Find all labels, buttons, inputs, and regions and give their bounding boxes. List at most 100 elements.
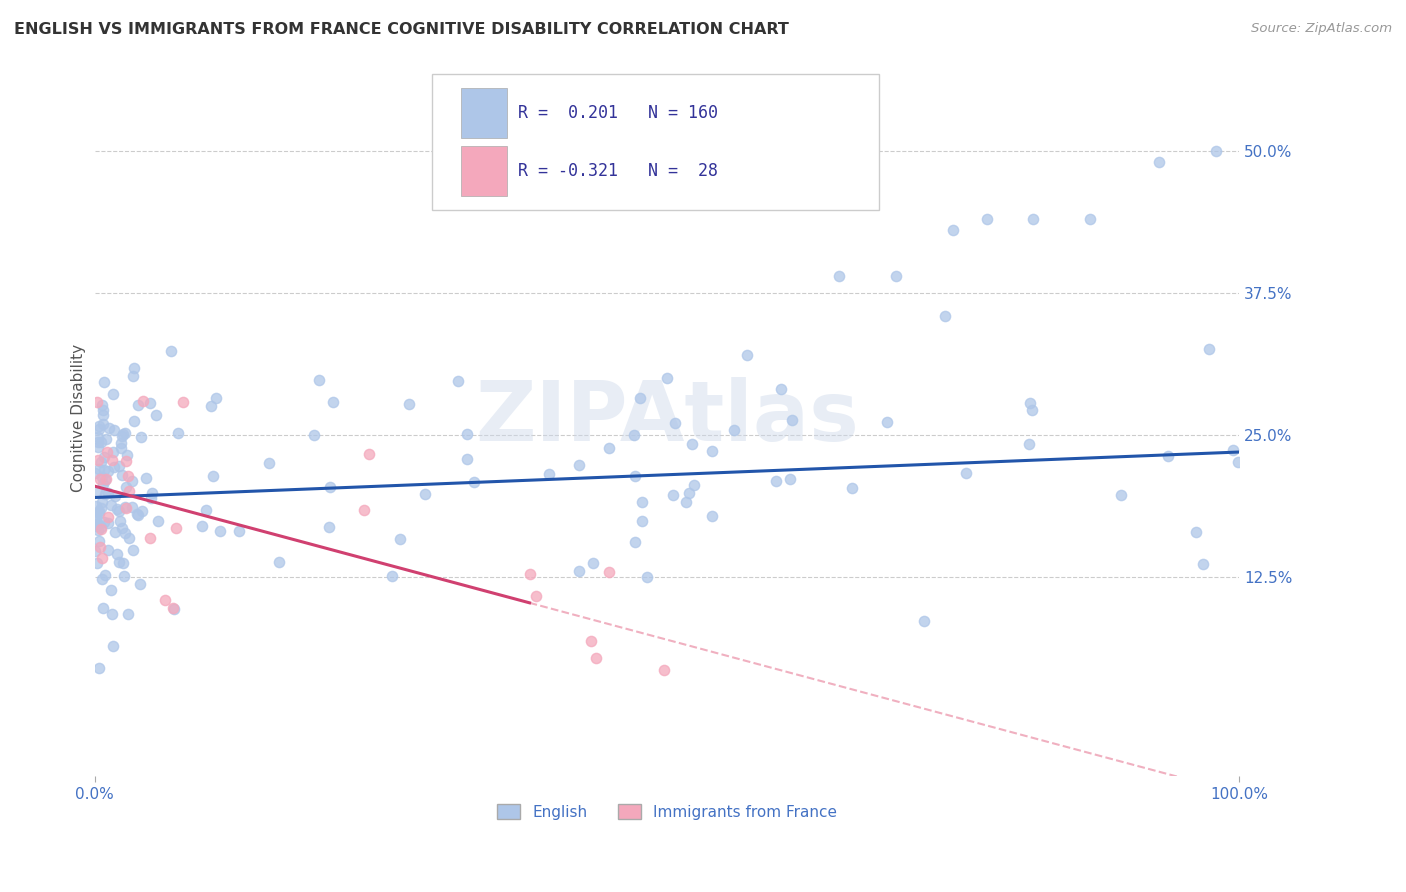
Point bbox=[319, 480, 342, 494]
Point bbox=[103, 423, 125, 437]
Point bbox=[121, 474, 143, 488]
Point bbox=[87, 523, 110, 537]
Point bbox=[89, 540, 111, 554]
Point bbox=[101, 444, 124, 458]
Point bbox=[87, 422, 110, 436]
Point bbox=[202, 468, 225, 483]
Point bbox=[779, 472, 801, 486]
Text: R = -0.321   N =  28: R = -0.321 N = 28 bbox=[517, 161, 718, 179]
Point bbox=[628, 391, 651, 405]
Point bbox=[1080, 211, 1102, 226]
Point bbox=[112, 569, 135, 583]
Point bbox=[678, 485, 700, 500]
Point bbox=[132, 393, 155, 408]
Point bbox=[111, 521, 134, 535]
Point bbox=[90, 501, 112, 516]
Text: R =  0.201   N = 160: R = 0.201 N = 160 bbox=[517, 104, 718, 122]
Point bbox=[598, 441, 620, 455]
Point bbox=[94, 473, 117, 487]
Point bbox=[86, 483, 108, 498]
Point bbox=[87, 462, 110, 476]
Point bbox=[96, 445, 118, 459]
Point bbox=[1157, 450, 1180, 464]
Point bbox=[86, 519, 108, 533]
Point bbox=[1185, 524, 1208, 539]
Point bbox=[108, 504, 131, 518]
Point bbox=[93, 463, 115, 477]
Point bbox=[87, 430, 110, 444]
Point bbox=[581, 556, 603, 570]
Point bbox=[89, 504, 111, 518]
Point bbox=[780, 413, 803, 427]
Point bbox=[93, 515, 115, 529]
Point bbox=[110, 428, 132, 442]
Point bbox=[93, 375, 115, 389]
Point bbox=[117, 449, 139, 463]
Point bbox=[97, 543, 120, 558]
Point bbox=[139, 396, 162, 410]
Point bbox=[87, 440, 110, 454]
Point bbox=[84, 467, 107, 481]
Point bbox=[112, 557, 135, 571]
Point bbox=[598, 565, 620, 579]
Point bbox=[841, 482, 863, 496]
Point bbox=[884, 268, 907, 283]
Point bbox=[105, 547, 128, 561]
Point bbox=[357, 448, 380, 462]
Point bbox=[662, 488, 685, 502]
Point bbox=[101, 386, 124, 401]
Point bbox=[90, 522, 112, 536]
Point bbox=[655, 371, 678, 385]
Point bbox=[96, 486, 118, 500]
Point bbox=[89, 661, 111, 675]
Point bbox=[318, 520, 340, 534]
Point bbox=[121, 543, 143, 558]
Point bbox=[135, 470, 157, 484]
Point bbox=[228, 524, 250, 539]
Point bbox=[100, 582, 122, 597]
Point bbox=[1018, 395, 1040, 409]
Point bbox=[723, 423, 745, 437]
Point bbox=[111, 468, 134, 483]
Point bbox=[87, 452, 110, 467]
Point bbox=[97, 516, 120, 531]
Point bbox=[208, 524, 231, 538]
Point bbox=[735, 348, 758, 362]
Point bbox=[87, 507, 110, 521]
Point bbox=[568, 564, 591, 578]
Point bbox=[456, 451, 478, 466]
Point bbox=[114, 500, 136, 514]
Point bbox=[89, 533, 111, 548]
Point bbox=[101, 607, 124, 622]
Point bbox=[413, 487, 436, 501]
Point bbox=[91, 550, 114, 565]
Point bbox=[159, 344, 181, 359]
Point bbox=[934, 310, 956, 324]
Point bbox=[681, 437, 703, 451]
Point bbox=[115, 500, 138, 515]
Point bbox=[103, 460, 125, 475]
Point bbox=[86, 394, 108, 409]
Point bbox=[91, 409, 114, 423]
Point bbox=[1147, 155, 1170, 169]
Point bbox=[976, 211, 998, 226]
Point bbox=[127, 508, 149, 522]
Point bbox=[145, 408, 167, 422]
Point bbox=[683, 478, 706, 492]
FancyBboxPatch shape bbox=[432, 74, 879, 211]
Point bbox=[118, 483, 141, 498]
Text: Source: ZipAtlas.com: Source: ZipAtlas.com bbox=[1251, 22, 1392, 36]
Point bbox=[104, 524, 127, 539]
Point bbox=[585, 651, 607, 665]
Point bbox=[127, 507, 149, 521]
Point bbox=[117, 468, 139, 483]
Point bbox=[652, 663, 675, 677]
Point bbox=[447, 374, 470, 388]
Point bbox=[568, 458, 591, 473]
Point bbox=[912, 614, 935, 628]
Point bbox=[86, 556, 108, 570]
Point bbox=[163, 602, 186, 616]
Point bbox=[117, 607, 139, 621]
Point bbox=[86, 512, 108, 526]
Point bbox=[942, 223, 965, 237]
